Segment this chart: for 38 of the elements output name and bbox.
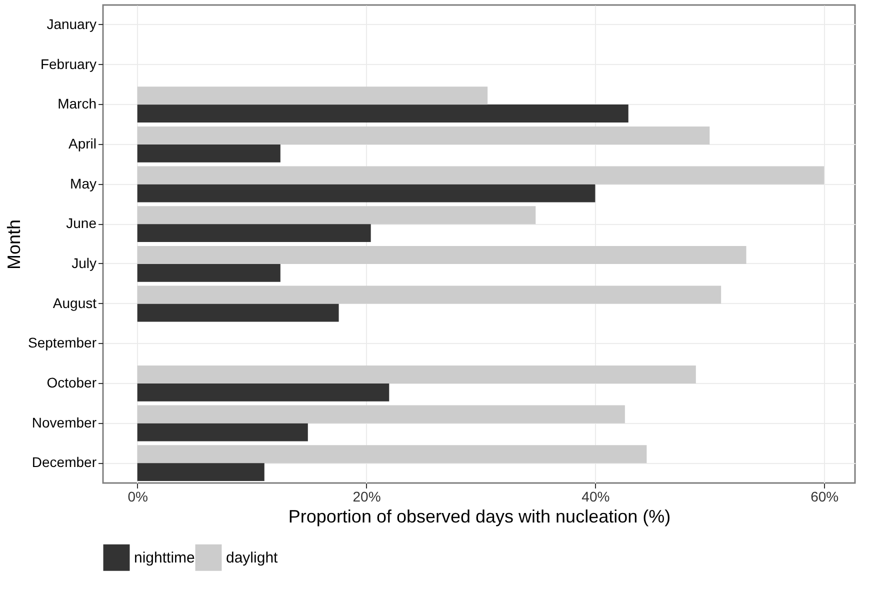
bar <box>137 264 280 282</box>
x-tick-label: 40% <box>582 488 610 504</box>
bar <box>137 206 536 224</box>
y-tick-label: April <box>68 135 96 152</box>
y-tick-label: January <box>46 16 96 32</box>
bar <box>137 463 264 482</box>
bar <box>137 104 628 123</box>
bar <box>137 423 308 442</box>
bar <box>137 365 696 384</box>
bar <box>137 445 647 464</box>
bar <box>137 224 371 242</box>
bar <box>137 144 280 162</box>
y-tick-label: May <box>70 175 96 192</box>
bar <box>137 166 824 184</box>
bar <box>137 286 722 304</box>
y-tick-label: October <box>46 374 97 390</box>
y-tick-label: July <box>72 254 96 271</box>
bar <box>137 304 339 322</box>
bar <box>137 86 488 105</box>
bar <box>137 405 625 424</box>
x-axis-title: Proportion of observed days with nucleation (%) <box>288 506 671 526</box>
y-tick-label: November <box>32 414 97 430</box>
x-tick-label: 60% <box>810 488 839 504</box>
y-tick-label: March <box>58 96 96 112</box>
bar <box>137 126 710 144</box>
bar <box>137 383 390 402</box>
y-tick-label: February <box>40 56 96 72</box>
x-tick-label: 0% <box>128 488 148 504</box>
y-tick-label: September <box>28 334 97 351</box>
legend-label: daylight <box>226 550 279 567</box>
y-tick-label: December <box>32 454 97 470</box>
y-tick-label: June <box>66 215 97 232</box>
x-tick-label: 20% <box>352 488 381 504</box>
legend-label: nighttime <box>134 550 195 567</box>
bar <box>137 246 746 264</box>
y-tick-label: August <box>52 294 97 311</box>
bar <box>137 184 596 202</box>
y-axis-title: Month <box>4 219 24 270</box>
